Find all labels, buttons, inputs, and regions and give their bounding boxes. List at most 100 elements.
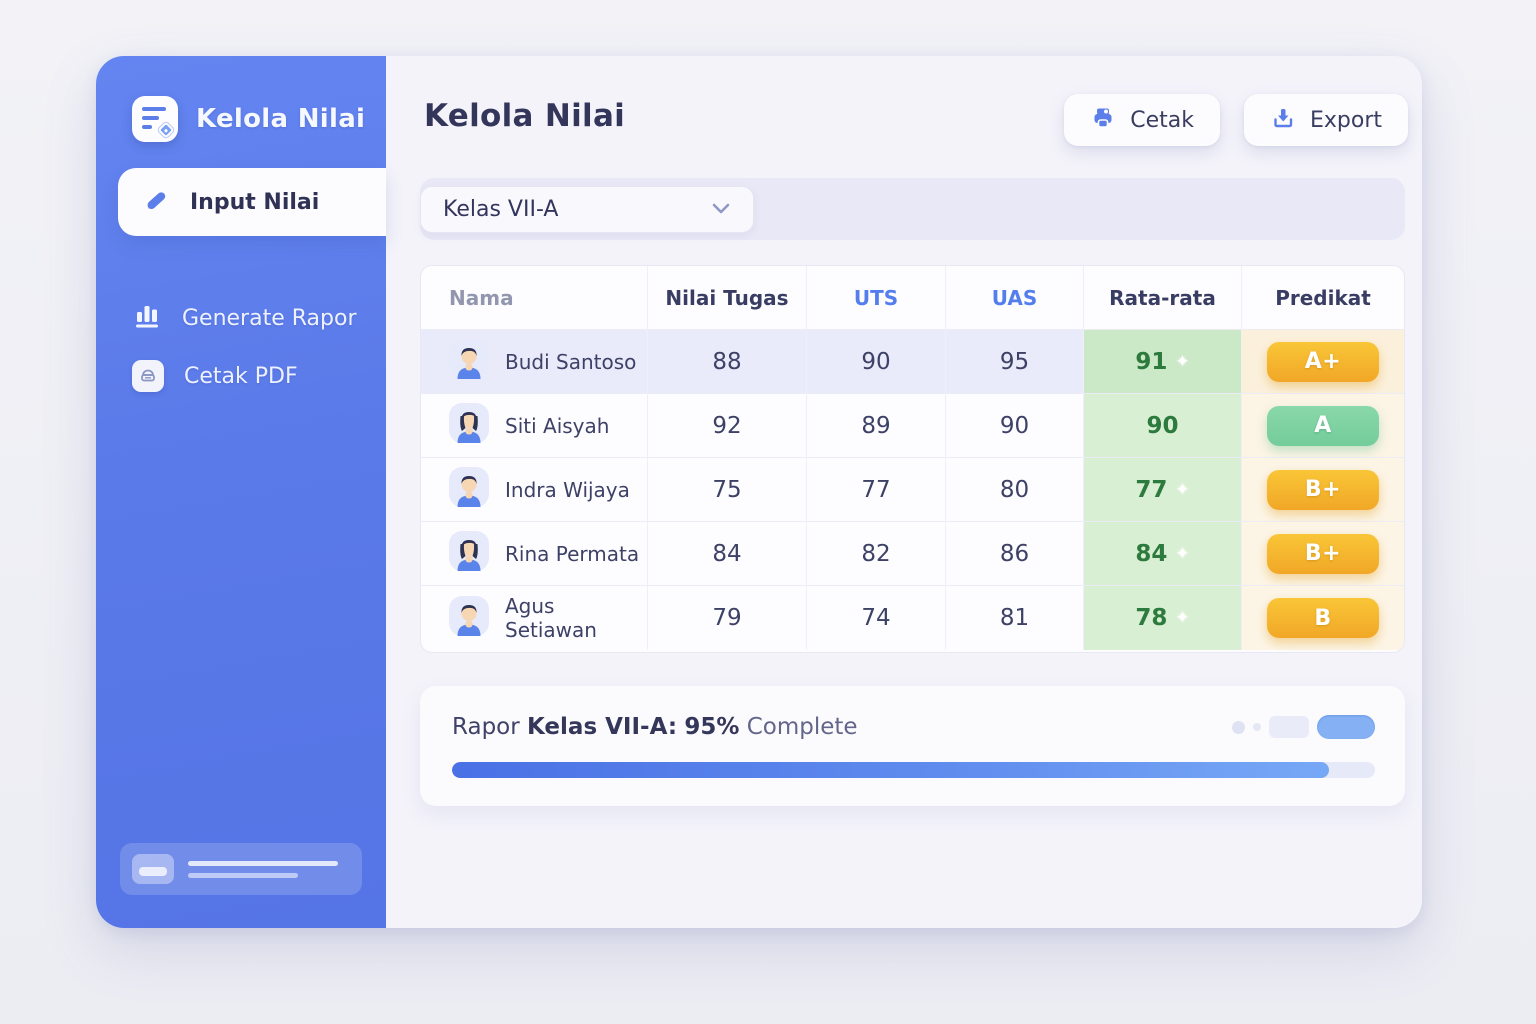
table-row[interactable]: Budi Santoso 88 90 95 91 ✦ A+ <box>421 330 1404 394</box>
app-logo-icon <box>132 96 178 142</box>
nilai-tugas-cell: 75 <box>648 458 807 522</box>
column-header-uts: UTS <box>807 266 946 330</box>
progress-decor <box>1232 715 1375 739</box>
rata-rata-cell: 91 ✦ <box>1084 330 1242 394</box>
table-row[interactable]: Indra Wijaya 75 77 80 77 ✦ B+ <box>421 458 1404 522</box>
rata-rata-cell: 90 <box>1084 394 1242 458</box>
uas-cell: 80 <box>946 458 1084 522</box>
avatar <box>449 467 489 512</box>
rata-rata-cell: 84 ✦ <box>1084 522 1242 586</box>
nilai-tugas-cell: 88 <box>648 330 807 394</box>
table-header-row: Nama Nilai Tugas UTS UAS Rata-rata Predi… <box>421 266 1404 330</box>
grade-badge: B+ <box>1267 533 1379 574</box>
average-value: 91 <box>1135 348 1168 375</box>
sidebar-item-label: Input Nilai <box>190 189 320 215</box>
table-row[interactable]: Siti Aisyah 92 89 90 90 A <box>421 394 1404 458</box>
column-header-predikat: Predikat <box>1242 266 1404 330</box>
average-value: 84 <box>1135 540 1168 567</box>
average-value: 90 <box>1146 412 1179 439</box>
average-value: 78 <box>1135 605 1168 631</box>
predikat-cell: B <box>1242 586 1404 650</box>
progress-percent: 95% <box>684 714 740 740</box>
brand: Kelola Nilai <box>132 96 365 142</box>
rata-rata-cell: 77 ✦ <box>1084 458 1242 522</box>
avatar <box>449 595 489 641</box>
app-window: Kelola Nilai Input Nilai Generate Ra <box>96 56 1422 928</box>
student-name: Indra Wijaya <box>505 477 630 502</box>
uas-cell: 95 <box>946 330 1084 394</box>
header-actions: Cetak Export <box>1064 94 1408 146</box>
column-header-uas: UAS <box>946 266 1084 330</box>
sidebar-item-cetak-pdf[interactable]: Cetak PDF <box>132 360 298 392</box>
main-content: Kelola Nilai Cetak <box>386 56 1422 928</box>
progress-suffix: Complete <box>746 714 858 740</box>
sparkle-icon: ✦ <box>1175 479 1190 500</box>
grade-badge: A <box>1267 405 1379 446</box>
sidebar-item-generate-rapor[interactable]: Generate Rapor <box>132 300 357 336</box>
selected-class: Kelas VII-A <box>443 197 559 222</box>
student-name-cell: Siti Aisyah <box>421 394 648 458</box>
avatar <box>449 531 489 576</box>
student-name-cell: Agus Setiawan <box>421 586 648 650</box>
predikat-cell: B+ <box>1242 522 1404 586</box>
column-header-nilai-tugas: Nilai Tugas <box>648 266 807 330</box>
printer-chip-icon <box>132 360 164 392</box>
progress-bar-track <box>452 762 1375 778</box>
student-name-cell: Rina Permata <box>421 522 648 586</box>
cetak-button[interactable]: Cetak <box>1064 94 1220 146</box>
sidebar-item-label: Cetak PDF <box>184 363 298 389</box>
uas-cell: 86 <box>946 522 1084 586</box>
average-value: 77 <box>1135 476 1168 503</box>
student-name-cell: Indra Wijaya <box>421 458 648 522</box>
sidebar-item-input-nilai[interactable]: Input Nilai <box>118 168 386 236</box>
uts-cell: 74 <box>807 586 946 650</box>
uts-cell: 82 <box>807 522 946 586</box>
uts-cell: 90 <box>807 330 946 394</box>
button-label: Cetak <box>1130 107 1194 133</box>
avatar <box>449 403 489 448</box>
progress-class: Kelas VII-A: <box>527 714 678 740</box>
progress-label: Rapor Kelas VII-A: 95% Complete <box>452 714 1375 740</box>
printer-icon <box>1090 105 1116 135</box>
grade-badge: B+ <box>1267 469 1379 510</box>
bar-chart-icon <box>132 300 162 336</box>
avatar <box>449 339 489 384</box>
progress-prefix: Rapor <box>452 714 520 740</box>
nilai-tugas-cell: 84 <box>648 522 807 586</box>
sparkle-icon: ✦ <box>1175 543 1190 564</box>
class-select-dropdown[interactable]: Kelas VII-A <box>420 186 754 233</box>
uts-cell: 77 <box>807 458 946 522</box>
column-header-nama: Nama <box>421 266 648 330</box>
card-skeleton-lines <box>188 860 350 878</box>
brand-title: Kelola Nilai <box>196 104 366 134</box>
column-header-rata-rata: Rata-rata <box>1084 266 1242 330</box>
student-name: Rina Permata <box>505 541 640 566</box>
toggle-icon[interactable] <box>1317 715 1375 739</box>
pencil-icon <box>142 186 170 218</box>
sparkle-icon: ✦ <box>1175 351 1190 372</box>
predikat-cell: B+ <box>1242 458 1404 522</box>
export-button[interactable]: Export <box>1243 94 1408 146</box>
student-name: Siti Aisyah <box>505 413 610 438</box>
filter-bar: Kelas VII-A <box>420 178 1405 240</box>
uas-cell: 81 <box>946 586 1084 650</box>
predikat-cell: A+ <box>1242 330 1404 394</box>
table-body: Budi Santoso 88 90 95 91 ✦ A+ Siti Aisyah 92 89 90… <box>421 330 1404 650</box>
download-icon <box>1270 105 1296 135</box>
decor-pill <box>1269 716 1309 738</box>
uas-cell: 90 <box>946 394 1084 458</box>
student-name: Agus Setiawan <box>505 594 597 642</box>
decor-dot <box>1232 720 1245 734</box>
progress-card: Rapor Kelas VII-A: 95% Complete <box>420 686 1405 806</box>
page-title: Kelola Nilai <box>424 98 626 134</box>
card-icon <box>132 854 174 884</box>
uts-cell: 89 <box>807 394 946 458</box>
grades-table: Nama Nilai Tugas UTS UAS Rata-rata Predi… <box>420 265 1405 653</box>
table-row[interactable]: Rina Permata 84 82 86 84 ✦ B+ <box>421 522 1404 586</box>
table-row[interactable]: Agus Setiawan 79 74 81 78 ✦ B <box>421 586 1404 650</box>
rata-rata-cell: 78 ✦ <box>1084 586 1242 650</box>
button-label: Export <box>1309 107 1382 133</box>
nilai-tugas-cell: 92 <box>648 394 807 458</box>
sidebar-info-card <box>120 843 362 895</box>
student-name: Budi Santoso <box>505 349 637 374</box>
